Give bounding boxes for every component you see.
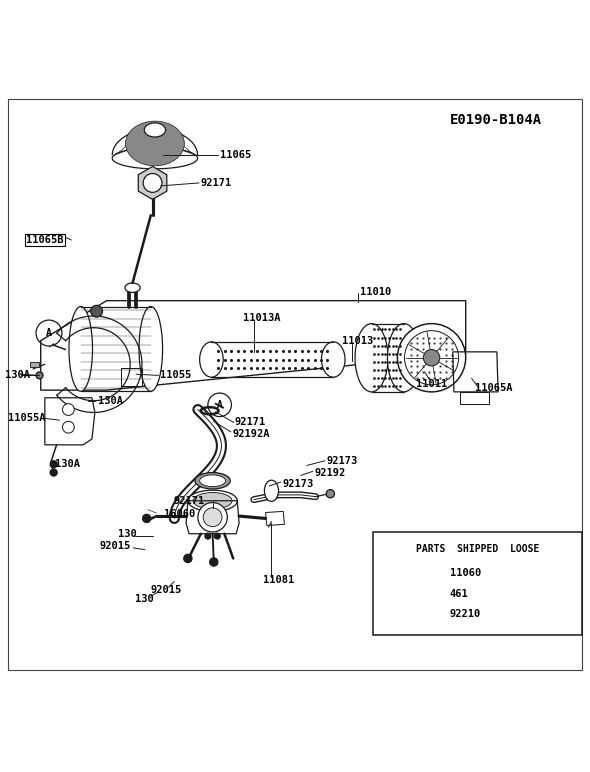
- Ellipse shape: [205, 533, 211, 539]
- Text: 16060: 16060: [165, 509, 195, 519]
- Text: 130: 130: [119, 530, 137, 540]
- Text: 11011: 11011: [417, 378, 447, 388]
- Ellipse shape: [139, 306, 163, 391]
- Ellipse shape: [322, 342, 345, 378]
- Text: 11055A: 11055A: [8, 413, 45, 423]
- Text: PARTS  SHIPPED  LOOSE: PARTS SHIPPED LOOSE: [416, 543, 539, 554]
- Text: 130: 130: [135, 594, 153, 604]
- Ellipse shape: [193, 493, 232, 509]
- Text: A: A: [217, 400, 222, 410]
- Ellipse shape: [209, 558, 218, 566]
- Ellipse shape: [63, 404, 74, 415]
- Text: 92192: 92192: [314, 468, 346, 478]
- Text: 11065B: 11065B: [26, 235, 64, 245]
- FancyBboxPatch shape: [373, 532, 582, 635]
- Ellipse shape: [50, 461, 57, 468]
- Ellipse shape: [143, 514, 151, 523]
- Polygon shape: [30, 362, 39, 367]
- Ellipse shape: [203, 508, 222, 527]
- Polygon shape: [386, 567, 403, 579]
- Ellipse shape: [36, 372, 43, 379]
- Ellipse shape: [50, 469, 57, 476]
- Text: 92173: 92173: [326, 455, 358, 466]
- Text: 92192A: 92192A: [232, 429, 270, 439]
- Ellipse shape: [199, 475, 225, 486]
- Ellipse shape: [423, 350, 440, 366]
- Text: 92173: 92173: [282, 479, 313, 489]
- Ellipse shape: [404, 589, 414, 598]
- Text: 130A: 130A: [98, 396, 123, 406]
- Text: 130A: 130A: [5, 371, 31, 381]
- Ellipse shape: [188, 490, 237, 511]
- Text: 11055: 11055: [160, 371, 191, 381]
- Ellipse shape: [63, 422, 74, 433]
- Ellipse shape: [264, 480, 278, 501]
- Text: 92171: 92171: [201, 178, 232, 188]
- Ellipse shape: [112, 147, 198, 169]
- Text: 11060: 11060: [450, 568, 481, 578]
- Text: 92171: 92171: [235, 418, 266, 428]
- Text: 461: 461: [450, 589, 468, 599]
- Text: 11081: 11081: [263, 575, 294, 585]
- Text: 92171: 92171: [173, 496, 204, 506]
- Ellipse shape: [326, 489, 335, 498]
- Text: 130A: 130A: [55, 459, 80, 469]
- Text: A: A: [46, 328, 52, 338]
- Ellipse shape: [402, 566, 416, 581]
- Text: 11013A: 11013A: [243, 313, 281, 323]
- Text: 92015: 92015: [151, 585, 182, 595]
- Ellipse shape: [405, 330, 458, 384]
- Text: 11065A: 11065A: [474, 383, 512, 393]
- Text: 92015: 92015: [100, 541, 131, 551]
- Ellipse shape: [126, 121, 184, 166]
- Ellipse shape: [69, 306, 93, 391]
- Ellipse shape: [195, 472, 230, 489]
- Text: E0190-B104A: E0190-B104A: [450, 113, 542, 127]
- Ellipse shape: [214, 533, 220, 539]
- Ellipse shape: [91, 306, 103, 317]
- Ellipse shape: [198, 503, 227, 532]
- Ellipse shape: [388, 323, 420, 392]
- Polygon shape: [415, 567, 431, 579]
- Ellipse shape: [398, 323, 466, 392]
- Polygon shape: [138, 167, 167, 199]
- Ellipse shape: [405, 611, 412, 618]
- Ellipse shape: [199, 342, 223, 378]
- Ellipse shape: [183, 554, 192, 563]
- Ellipse shape: [145, 123, 166, 137]
- Text: 11013: 11013: [342, 336, 373, 346]
- Text: 11010: 11010: [360, 287, 391, 296]
- Text: 92210: 92210: [450, 609, 481, 619]
- Ellipse shape: [143, 174, 162, 192]
- Ellipse shape: [355, 323, 388, 392]
- Text: 11065: 11065: [219, 150, 251, 160]
- Ellipse shape: [125, 283, 140, 293]
